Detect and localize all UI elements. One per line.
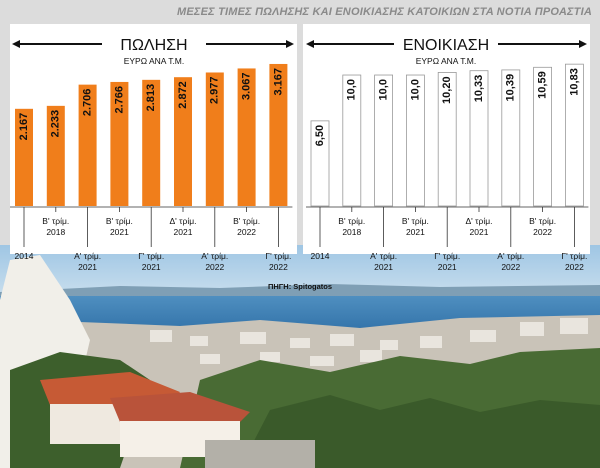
rent-tick-label: 2021 [470,227,489,237]
sale-tick-label: Γ' τρίμ. [138,251,164,261]
rent-tick-label: Β' τρίμ. [529,216,556,226]
arrow-right-icon [286,40,294,48]
sale-tick-label: 2021 [174,227,193,237]
sale-bar [78,84,97,206]
sale-bar [46,105,65,206]
sale-value-label: 2.872 [177,81,189,109]
sale-value-label: 3.167 [272,68,284,96]
rent-tick-label: 2021 [438,262,457,272]
sale-bar [110,81,129,206]
rent-value-label: 6,50 [314,125,326,146]
sale-bar [237,68,256,206]
rent-value-label: 10,20 [441,76,453,104]
rent-tick-label: 2018 [342,227,361,237]
sale-bar [205,72,224,207]
rent-value-label: 10,0 [346,79,358,100]
rent-tick-label: Δ' τρίμ. [465,216,492,226]
sale-tick-label: 2021 [110,227,129,237]
sale-tick-label: Α' τρίμ. [74,251,101,261]
rent-bar [374,74,394,207]
rent-tick-label: 2014 [311,251,330,261]
rent-tick-label: Β' τρίμ. [402,216,429,226]
sale-title: ΠΩΛΗΣΗ [120,37,187,54]
rent-bar [342,74,362,207]
rent-bar [501,69,521,207]
sale-tick-label: 2022 [205,262,224,272]
sale-value-label: 2.706 [82,89,94,117]
sale-value-label: 2.766 [113,86,125,114]
rent-bar [469,70,489,207]
rent-value-label: 10,0 [409,79,421,100]
sale-value-label: 2.813 [145,84,157,112]
arrow-right-icon [579,40,587,48]
rent-value-label: 10,33 [473,75,485,103]
rent-value-label: 10,83 [568,68,580,96]
charts: ΠΩΛΗΣΗ ΕΥΡΩ ΑΝΑ Τ.Μ. ΕΝΟΙΚΙΑΣΗ ΕΥΡΩ ΑΝΑ … [10,24,590,272]
sale-value-label: 2.167 [18,113,30,141]
rent-value-label: 10,39 [505,74,517,102]
sale-tick-label: 2022 [269,262,288,272]
rent-bar [437,72,457,207]
rent-tick-label: Α' τρίμ. [497,251,524,261]
rent-tick-label: 2021 [374,262,393,272]
rent-tick-label: 2022 [501,262,520,272]
rent-tick-label: 2022 [533,227,552,237]
rent-tick-label: Γ' τρίμ. [561,251,587,261]
rent-tick-label: Β' τρίμ. [338,216,365,226]
sale-bar [15,108,33,206]
rent-tick-label: Γ' τρίμ. [434,251,460,261]
sale-tick-label: 2021 [142,262,161,272]
rent-title: ΕΝΟΙΚΙΑΣΗ [403,37,489,54]
sale-bar [269,63,288,207]
rent-bar [405,74,425,207]
rent-bar [565,63,584,207]
sale-value-label: 3.067 [241,72,253,100]
rent-subtitle: ΕΥΡΩ ΑΝΑ Τ.Μ. [416,56,477,66]
source-note: ΠΗΓΗ: Spitogatos [267,282,333,291]
rent-bar [310,120,330,207]
rent-tick-label: Α' τρίμ. [370,251,397,261]
rent-value-label: 10,0 [378,79,390,100]
sale-tick-label: Δ' τρίμ. [169,216,196,226]
sale-tick-label: 2022 [237,227,256,237]
sale-tick-label: Β' τρίμ. [106,216,133,226]
sale-tick-label: Β' τρίμ. [42,216,69,226]
sale-tick-label: Γ' τρίμ. [265,251,291,261]
sale-tick-label: 2014 [15,251,34,261]
sale-bar [142,79,161,206]
sale-bar [174,77,192,206]
sale-tick-label: Β' τρίμ. [233,216,260,226]
sale-subtitle: ΕΥΡΩ ΑΝΑ Τ.Μ. [124,56,185,66]
rent-value-label: 10,59 [537,71,549,99]
rent-bar [533,66,552,207]
sale-tick-label: 2018 [46,227,65,237]
sale-value-label: 2.977 [209,76,221,104]
houses [150,318,588,366]
headline: ΜΕΣΕΣ ΤΙΜΕΣ ΠΩΛΗΣΗΣ ΚΑΙ ΕΝΟΙΚΙΑΣΗΣ ΚΑΤΟΙ… [177,6,592,18]
arrow-left-icon [306,40,314,48]
sale-tick-label: Α' τρίμ. [201,251,228,261]
rent-tick-label: 2021 [406,227,425,237]
sale-tick-label: 2021 [78,262,97,272]
sale-value-label: 2.233 [50,110,62,138]
arrow-left-icon [12,40,20,48]
rent-tick-label: 2022 [565,262,584,272]
